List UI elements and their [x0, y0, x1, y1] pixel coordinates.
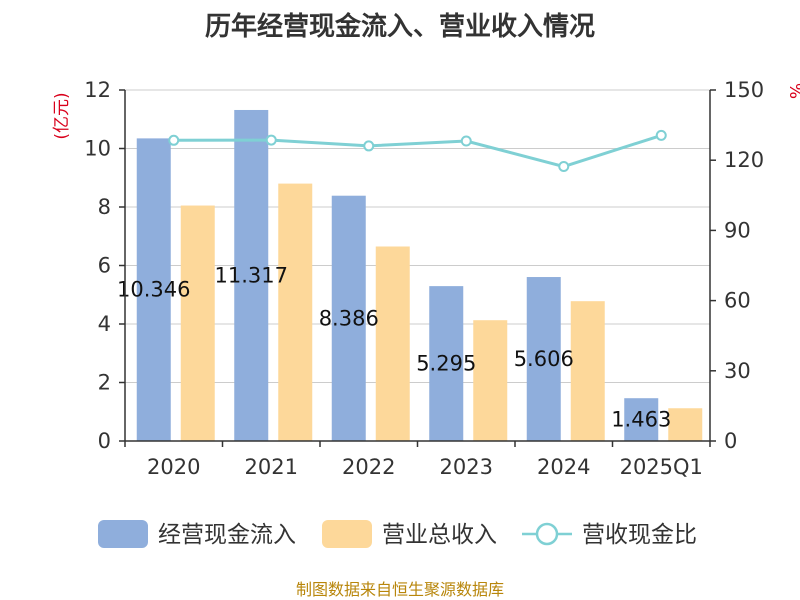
ratio-line-path — [173, 133, 662, 169]
revenue-bar — [668, 408, 703, 441]
left-tick-label: 12 — [84, 78, 111, 102]
revenue-bar — [278, 183, 313, 441]
cash-inflow-bar — [331, 195, 366, 441]
bar-value-label: 1.463 — [611, 408, 671, 432]
right-axis-unit: % — [785, 83, 800, 99]
right-tick-label: 60 — [724, 289, 751, 313]
revenue-bar — [570, 301, 605, 441]
source-note: 制图数据来自恒生聚源数据库 — [296, 580, 504, 599]
chart-title: 历年经营现金流入、营业收入情况 — [205, 11, 595, 42]
cash-inflow-bar — [429, 286, 464, 441]
ratio-point — [168, 134, 180, 146]
bar-value-label: 11.317 — [215, 263, 288, 287]
x-tick-label: 2023 — [440, 455, 493, 479]
left-tick-label: 10 — [84, 137, 111, 161]
ratio-point — [265, 134, 277, 146]
legend-label: 经营现金流入 — [158, 522, 296, 548]
bar-value-label: 8.386 — [319, 306, 379, 330]
right-tick-label: 120 — [724, 148, 764, 172]
ratio-point — [655, 129, 667, 141]
revenue-bar — [375, 246, 410, 441]
right-tick-label: 0 — [724, 429, 737, 453]
grid-lines — [125, 89, 710, 383]
cash-inflow-bar — [234, 109, 269, 441]
x-tick-label: 2024 — [537, 455, 590, 479]
x-tick-label: 2025Q1 — [620, 455, 703, 479]
x-tick-label: 2022 — [342, 455, 395, 479]
legend: 经营现金流入 营业总收入 营收现金比 — [98, 520, 697, 548]
legend-label: 营收现金比 — [582, 522, 697, 548]
bar-value-label: 5.295 — [416, 352, 476, 376]
revenue-bar — [473, 320, 508, 441]
left-tick-label: 8 — [98, 195, 111, 219]
right-tick-label: 30 — [724, 359, 751, 383]
left-axis-unit: (亿元) — [52, 92, 72, 139]
right-tick-label: 150 — [724, 78, 764, 102]
cash-inflow-bar — [624, 398, 659, 441]
legend-swatch — [322, 520, 372, 548]
cash-inflow-bar — [526, 277, 561, 441]
left-tick-label: 6 — [98, 254, 111, 278]
ratio-point — [363, 140, 375, 152]
legend-swatch — [98, 520, 148, 548]
right-tick-label: 90 — [724, 218, 751, 242]
legend-marker — [535, 522, 559, 546]
bars — [136, 109, 703, 441]
ratio-point — [558, 161, 570, 173]
x-tick-label: 2020 — [147, 455, 200, 479]
bar-value-label: 5.606 — [514, 347, 574, 371]
left-tick-label: 2 — [98, 371, 111, 395]
legend-label: 营业总收入 — [382, 522, 497, 548]
left-tick-label: 0 — [98, 429, 111, 453]
ratio-line — [168, 129, 667, 173]
cash-inflow-bar — [136, 138, 171, 441]
bar-labels: 10.346 11.317 8.386 5.295 5.606 1.463 — [117, 263, 671, 431]
x-tick-label: 2021 — [245, 455, 298, 479]
bar-value-label: 10.346 — [117, 278, 190, 302]
ratio-point — [460, 135, 472, 147]
revenue-bar — [180, 205, 215, 441]
left-tick-label: 4 — [98, 312, 111, 336]
